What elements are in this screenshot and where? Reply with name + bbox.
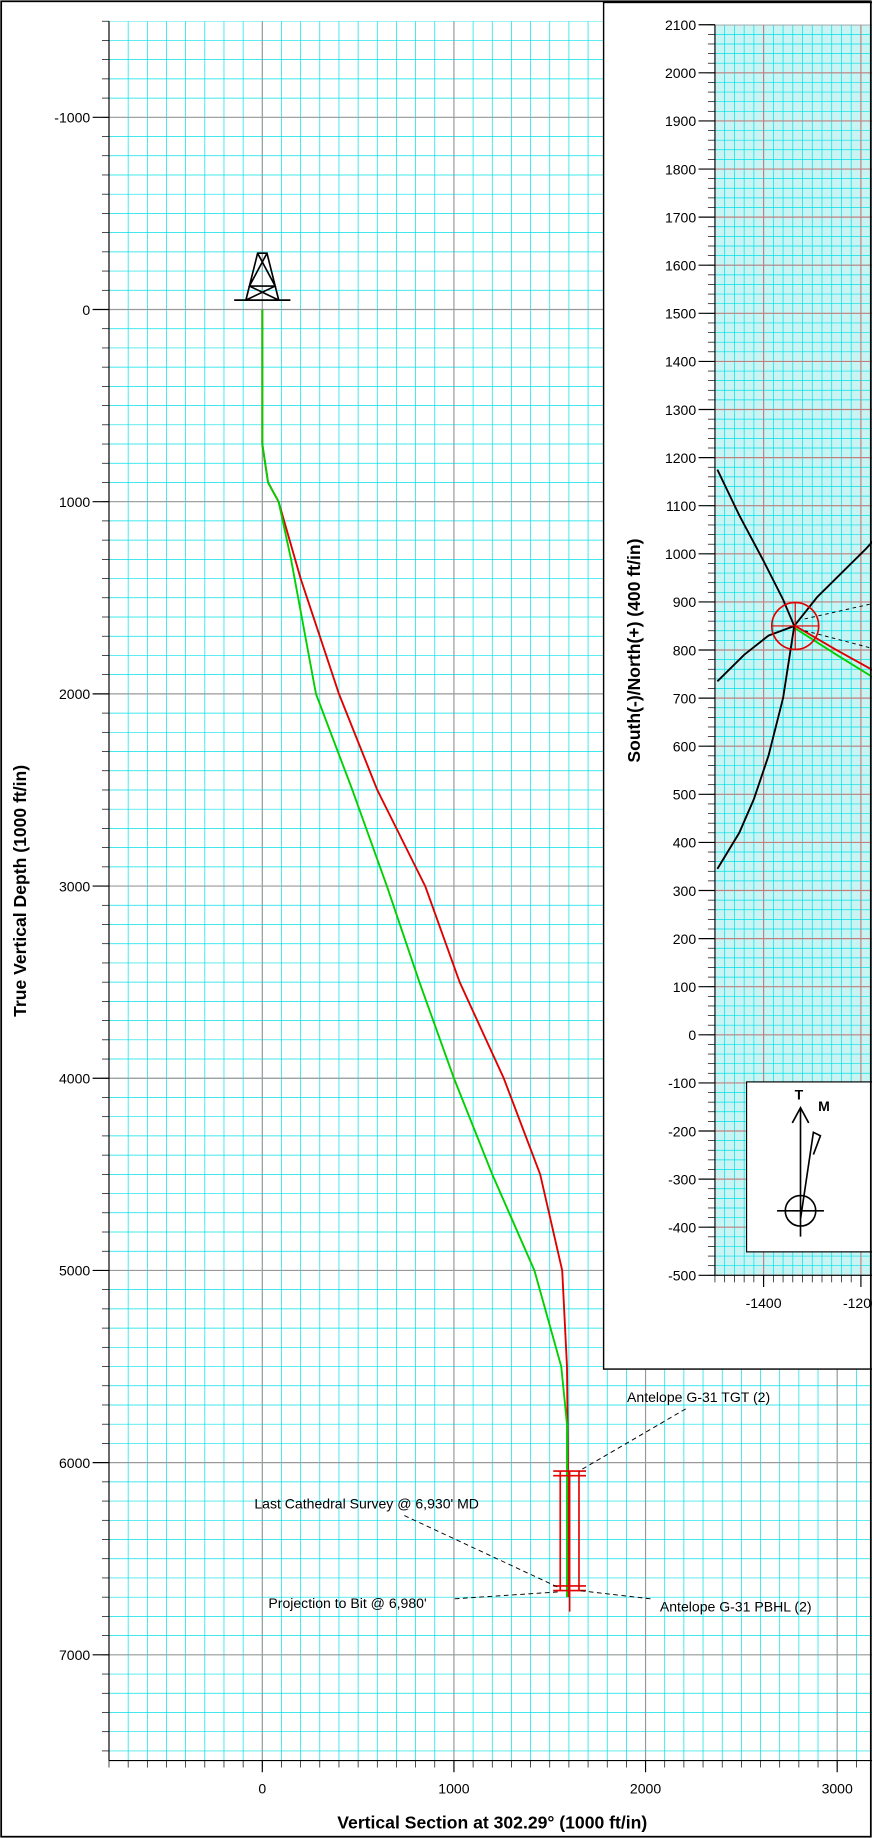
y-tick-label: 400 bbox=[673, 835, 697, 851]
x-axis-label: Vertical Section at 302.29° (1000 ft/in) bbox=[337, 1813, 647, 1833]
y-tick-label: 1000 bbox=[665, 546, 696, 562]
y-tick-label: 6000 bbox=[59, 1455, 90, 1471]
plan-view: -1400-1200210020001900180017001600150014… bbox=[602, 1, 872, 1370]
trajectory bbox=[261, 309, 568, 1598]
y-tick-label: 2000 bbox=[59, 686, 90, 702]
annotation: Projection to Bit @ 6,980' bbox=[268, 1595, 426, 1611]
trajectory bbox=[716, 469, 796, 627]
x-tick-label: 2000 bbox=[630, 1780, 661, 1796]
legend-box bbox=[746, 1081, 872, 1253]
trajectory bbox=[794, 627, 872, 678]
y-tick-label: -200 bbox=[668, 1123, 696, 1139]
annotation: Antelope G-31 PBHL (2) bbox=[660, 1599, 812, 1615]
y-tick-label: 0 bbox=[688, 1027, 696, 1043]
y-axis-label: South(-)/North(+) (400 ft/in) bbox=[624, 539, 644, 763]
y-tick-label: 900 bbox=[673, 594, 697, 610]
y-tick-label: 1400 bbox=[665, 354, 696, 370]
y-tick-label: 0 bbox=[82, 302, 90, 318]
y-tick-label: 1500 bbox=[665, 306, 696, 322]
target-box bbox=[553, 1470, 587, 1612]
y-tick-label: 600 bbox=[673, 738, 697, 754]
well-cross bbox=[771, 602, 819, 650]
y-tick-label: 1900 bbox=[665, 113, 696, 129]
y-tick-label: 1800 bbox=[665, 161, 696, 177]
y-tick-label: 2000 bbox=[665, 65, 696, 81]
y-tick-label: 200 bbox=[673, 931, 697, 947]
compass-label: M bbox=[818, 1098, 830, 1114]
y-tick-label: 3000 bbox=[59, 878, 90, 894]
y-tick-label: 1300 bbox=[665, 402, 696, 418]
compass-label: T bbox=[795, 1086, 804, 1102]
x-tick-label: 1000 bbox=[438, 1780, 469, 1796]
trajectory bbox=[716, 625, 796, 870]
leader-line bbox=[404, 1408, 686, 1600]
trajectory bbox=[716, 625, 795, 682]
y-tick-label: -1000 bbox=[54, 110, 90, 126]
y-tick-label: 700 bbox=[673, 690, 697, 706]
y-tick-label: 800 bbox=[673, 642, 697, 658]
y-tick-label: -100 bbox=[668, 1075, 696, 1091]
y-tick-label: 300 bbox=[673, 883, 697, 899]
y-tick-label: 500 bbox=[673, 787, 697, 803]
y-tick-label: 7000 bbox=[59, 1647, 90, 1663]
y-tick-label: -300 bbox=[668, 1171, 696, 1187]
y-tick-label: -400 bbox=[668, 1219, 696, 1235]
y-axis-label: True Vertical Depth (1000 ft/in) bbox=[10, 765, 30, 1017]
y-tick-label: 2100 bbox=[665, 17, 696, 33]
x-tick-label: -1400 bbox=[746, 1295, 782, 1311]
leader-line bbox=[804, 603, 872, 649]
y-tick-label: 5000 bbox=[59, 1263, 90, 1279]
y-tick-label: 100 bbox=[673, 979, 697, 995]
annotation: Last Cathedral Survey @ 6,930' MD bbox=[254, 1496, 479, 1512]
x-tick-label: 3000 bbox=[822, 1780, 853, 1796]
compass bbox=[791, 1105, 822, 1237]
y-tick-label: 1200 bbox=[665, 450, 696, 466]
trajectory bbox=[794, 625, 872, 671]
y-tick-label: -500 bbox=[668, 1268, 696, 1284]
y-tick-label: 1600 bbox=[665, 257, 696, 273]
y-tick-label: 4000 bbox=[59, 1071, 90, 1087]
rig-icon bbox=[234, 252, 291, 301]
annotation: Antelope G-31 TGT (2) bbox=[627, 1389, 770, 1405]
x-tick-label: -1200 bbox=[843, 1295, 872, 1311]
y-tick-label: 1100 bbox=[666, 498, 696, 514]
x-tick-label: 0 bbox=[258, 1780, 266, 1796]
y-tick-label: 1000 bbox=[59, 494, 90, 510]
y-tick-label: 1700 bbox=[665, 209, 696, 225]
